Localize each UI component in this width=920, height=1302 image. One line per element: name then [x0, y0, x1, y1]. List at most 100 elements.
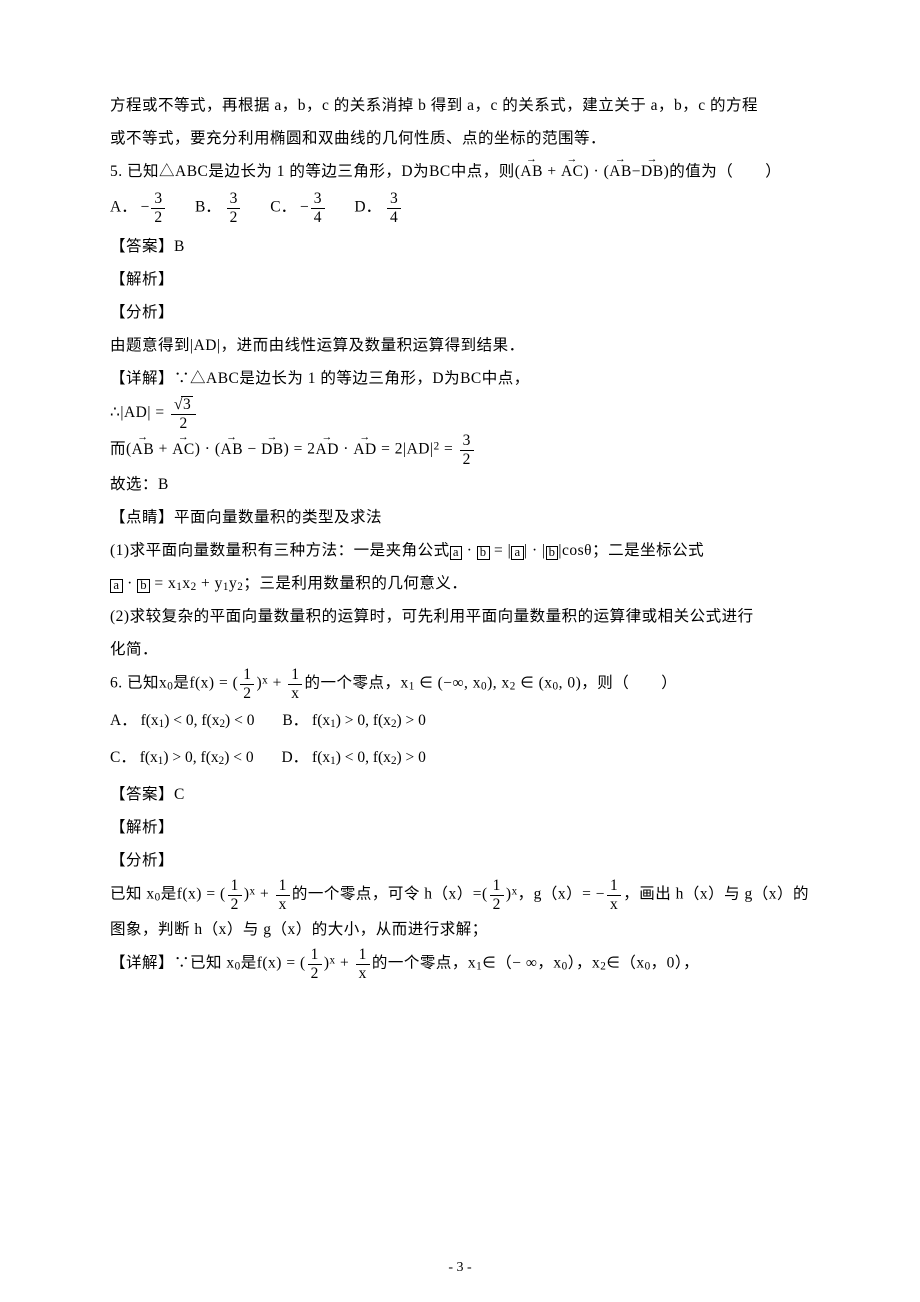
- vec-ab-icon: AB: [520, 156, 543, 187]
- q5-answer: 【答案】B: [110, 231, 810, 262]
- dot: ·: [462, 542, 476, 559]
- detail-label: 【详解】: [110, 955, 174, 972]
- q5-choices: A． −32 B． 32 C． −34 D． 34: [110, 191, 810, 225]
- dj1-prefix: (1)求平面向量数量积有三种方法：一是夹角公式: [110, 542, 450, 559]
- intro-line-1: 方程或不等式，再根据 a，b，c 的关系消掉 b 得到 a，c 的关系式，建立关…: [110, 90, 810, 121]
- q6-choices-row1: A． f(x1) < 0, f(x2) < 0 B． f(x1) > 0, f(…: [110, 705, 810, 736]
- mid: ) · (: [195, 441, 221, 458]
- fx-comma: ，g（x）= −: [518, 886, 605, 903]
- q5-mid: ) · (: [584, 163, 610, 180]
- choice-label: A．: [110, 199, 137, 216]
- q6-choice-d: D． f(x1) < 0, f(x2) > 0: [281, 742, 425, 773]
- q5-suffix: )的值为（ ）: [664, 163, 782, 180]
- numerator: 1: [308, 947, 322, 965]
- denominator: 4: [387, 209, 401, 226]
- denominator: 2: [460, 451, 474, 468]
- fraction: 12: [228, 878, 242, 912]
- fraction: 12: [240, 667, 254, 701]
- q5-dianjing-label: 【点睛】平面向量数量积的类型及求法: [110, 502, 810, 533]
- eq: = |: [490, 542, 512, 559]
- minus-icon: −: [141, 199, 150, 216]
- boxed-a-icon: a: [110, 579, 123, 593]
- detail-label: 【详解】: [110, 370, 174, 387]
- q5-detail-line1: 【详解】∵△ABC是边长为 1 的等边三角形，D为BC中点，: [110, 363, 810, 394]
- q5-dj1: (1)求平面向量数量积有三种方法：一是夹角公式a · b = |a| · |b|…: [110, 535, 810, 566]
- fraction: 34: [311, 191, 325, 225]
- q6-choice-a: A． f(x1) < 0, f(x2) < 0: [110, 705, 254, 736]
- q5-jiexi: 【解析】: [110, 264, 810, 295]
- q5-ad-length: ∴|AD| = √32: [110, 396, 810, 431]
- detail-text: ∵△ABC是边长为 1 的等边三角形，D为BC中点，: [174, 370, 530, 387]
- eq: = x: [150, 575, 176, 592]
- q6-fenxi-label: 【分析】: [110, 845, 810, 876]
- page-number: - 3 -: [0, 1254, 920, 1282]
- page: 方程或不等式，再根据 a，b，c 的关系消掉 b 得到 a，c 的关系式，建立关…: [0, 0, 920, 1302]
- denominator: 2: [240, 685, 254, 702]
- t2: ) < 0, f(x: [164, 712, 219, 729]
- numerator: 3: [311, 191, 325, 209]
- fraction: 1x: [288, 667, 302, 701]
- vec-ab-icon: AB: [221, 434, 244, 465]
- fraction: 12: [308, 947, 322, 981]
- numerator: 1: [607, 878, 621, 896]
- vec-ab2-icon: AB: [609, 156, 632, 187]
- intro-line-2: 或不等式，要充分利用椭圆和双曲线的几何性质、点的坐标的范围等．: [110, 123, 810, 154]
- boxed-b-icon: b: [546, 546, 559, 560]
- numerator: 1: [276, 878, 290, 896]
- fraction: 1x: [276, 878, 290, 912]
- fraction: 1x: [356, 947, 370, 981]
- t3: ) > 0: [397, 712, 426, 729]
- vec-db-icon: DB: [261, 434, 284, 465]
- det-mid1: 是f(x) = (: [241, 955, 306, 972]
- in3: ∈ (x: [516, 675, 553, 692]
- q6-mid3: 的一个零点，x: [304, 675, 408, 692]
- t1: f(x: [312, 749, 330, 766]
- q5-guxuan: 故选：B: [110, 469, 810, 500]
- in2: ），x: [568, 955, 601, 972]
- t3: ) < 0: [225, 712, 254, 729]
- fraction: 1x: [607, 878, 621, 912]
- fx-mid5: ，画出 h（x）与 g（x）的: [623, 886, 809, 903]
- x2: x: [182, 575, 190, 592]
- denominator: x: [607, 896, 621, 913]
- q6-choice-b: B． f(x1) > 0, f(x2) > 0: [282, 705, 426, 736]
- numerator: √3: [171, 396, 196, 415]
- dj2-end: ；三是利用数量积的几何意义．: [243, 575, 467, 592]
- numerator: 1: [288, 667, 302, 685]
- choice-label: D．: [354, 199, 381, 216]
- choice-label: A．: [110, 712, 137, 729]
- fx-mid3: 的一个零点，可令 h（x）=(: [292, 886, 488, 903]
- numerator: 1: [356, 947, 370, 965]
- y2: y: [229, 575, 237, 592]
- denominator: 2: [490, 896, 504, 913]
- plus: +: [336, 955, 354, 972]
- dot: ·: [339, 441, 353, 458]
- dj1-end: |cosθ；二是坐标公式: [558, 542, 704, 559]
- denominator: 2: [308, 965, 322, 982]
- vec-ab-icon: AB: [132, 434, 155, 465]
- plus: +: [154, 441, 172, 458]
- denominator: 2: [151, 209, 165, 226]
- fraction: 12: [490, 878, 504, 912]
- numerator: 1: [240, 667, 254, 685]
- q6-prefix: 6. 已知x: [110, 675, 167, 692]
- t2: ) < 0, f(x: [336, 749, 391, 766]
- numerator: 3: [387, 191, 401, 209]
- det-mid3: 的一个零点，x: [372, 955, 476, 972]
- q5-expand: 而(AB + AC) · (AB − DB) = 2AD · AD = 2|AD…: [110, 433, 810, 467]
- mid: | · |: [524, 542, 546, 559]
- vec-ac-icon: AC: [561, 156, 584, 187]
- q5-choice-a: A． −32: [110, 191, 167, 225]
- fx-pre: 已知 x: [110, 886, 155, 903]
- q5-dj3: (2)求较复杂的平面向量数量积的运算时，可先利用平面向量数量积的运算律或相关公式…: [110, 601, 810, 632]
- minus: −: [243, 441, 261, 458]
- denominator: 2: [228, 896, 242, 913]
- choice-label: C．: [110, 749, 136, 766]
- vec-ac-icon: AC: [172, 434, 195, 465]
- fraction: 34: [387, 191, 401, 225]
- minus-icon: −: [300, 199, 309, 216]
- q6-answer: 【答案】C: [110, 779, 810, 810]
- denominator: 4: [311, 209, 325, 226]
- dot: ·: [123, 575, 137, 592]
- q5-fenxi-text: 由题意得到|AD|，进而由线性运算及数量积运算得到结果．: [110, 330, 810, 361]
